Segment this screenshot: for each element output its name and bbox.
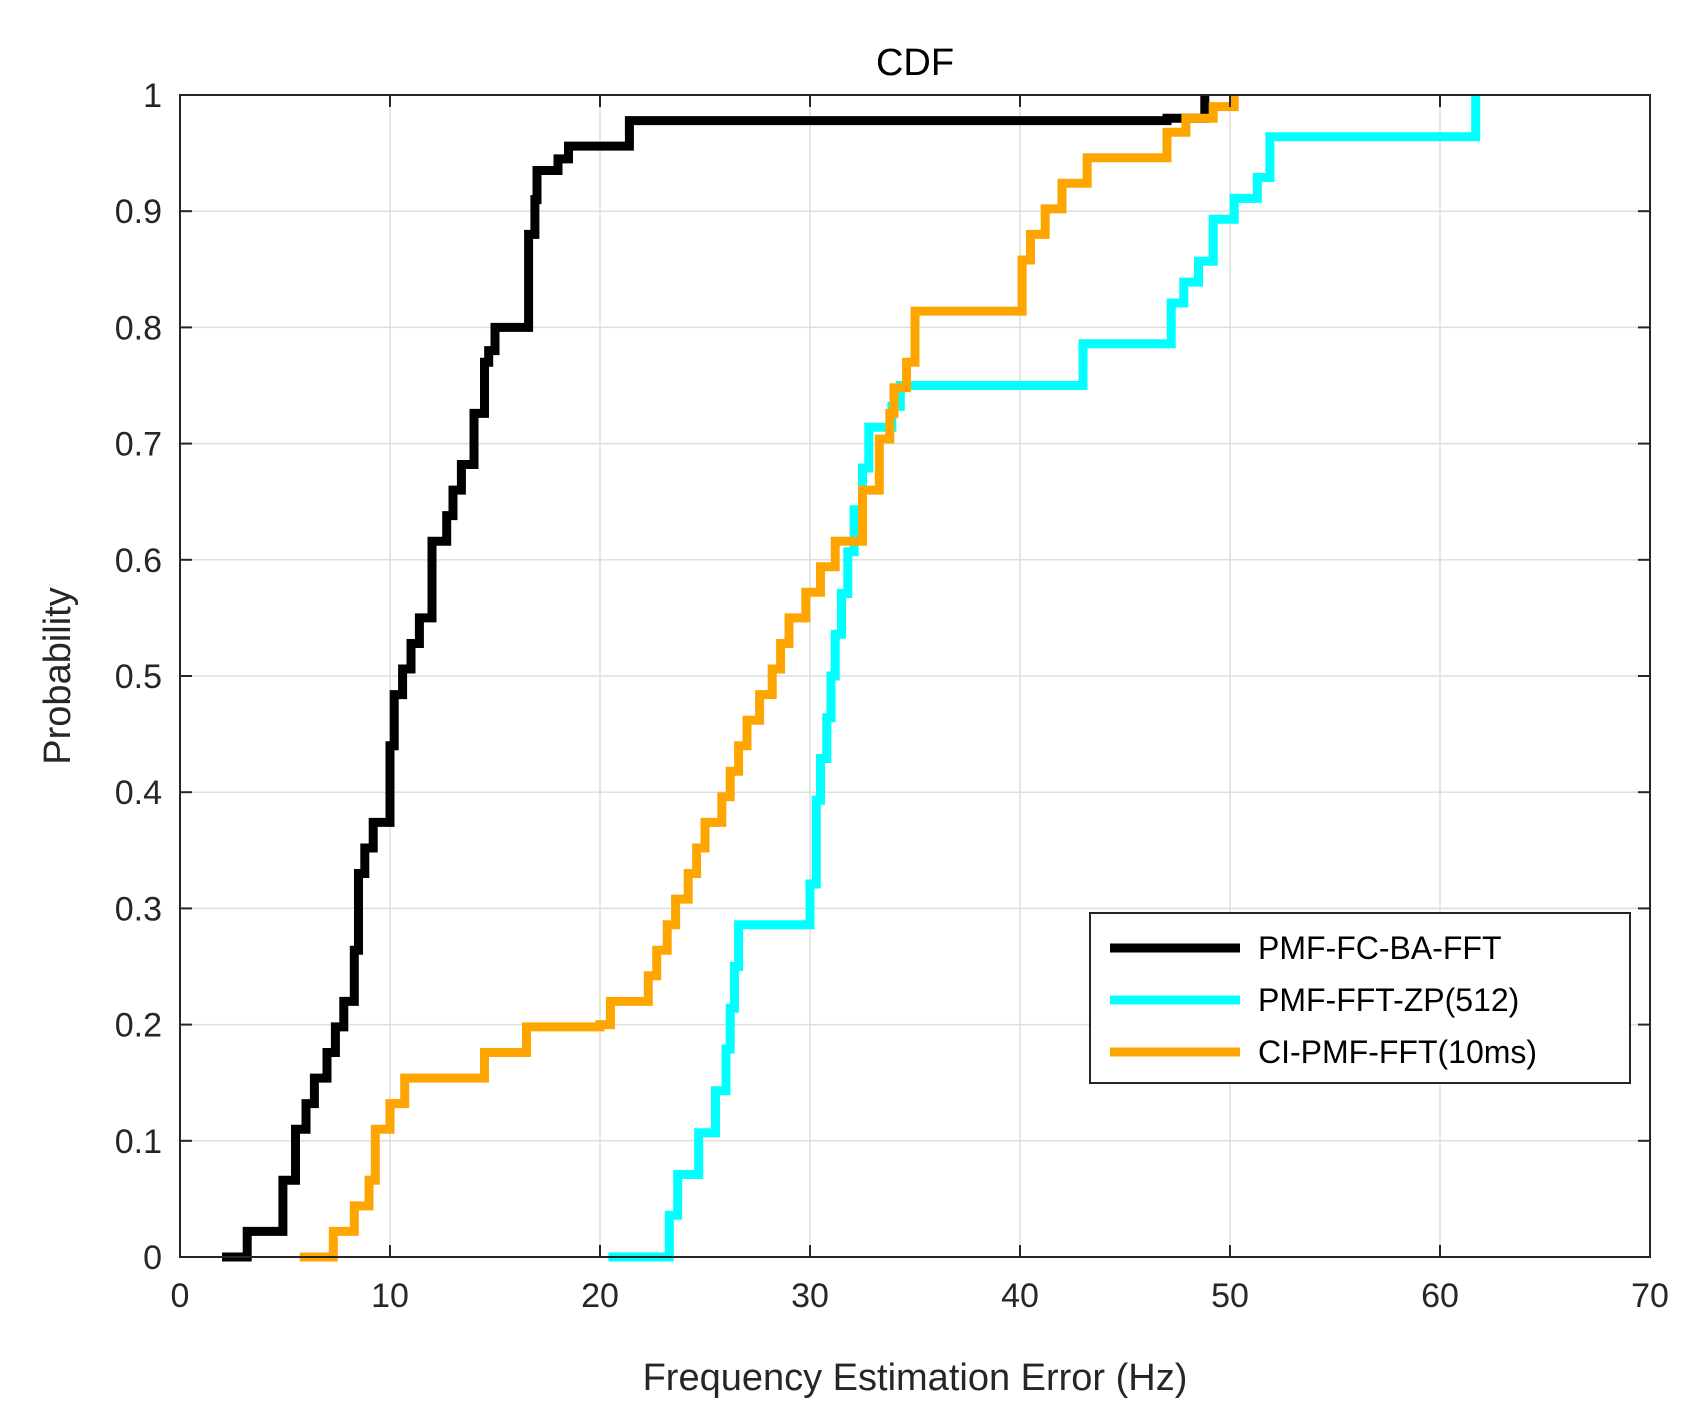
y-axis-label: Probability — [37, 587, 79, 764]
x-tick-label: 10 — [371, 1277, 409, 1315]
data-series — [222, 95, 1481, 1262]
legend-label: CI-PMF-FFT(10ms) — [1258, 1034, 1537, 1070]
y-tick-label: 0.5 — [115, 658, 162, 696]
series-line-pmf-fc-ba-fft — [222, 95, 1210, 1262]
y-tick-label: 0.8 — [115, 309, 162, 347]
legend-label: PMF-FFT-ZP(512) — [1258, 982, 1519, 1018]
y-tick-label: 0 — [143, 1239, 162, 1277]
legend: PMF-FC-BA-FFT PMF-FFT-ZP(512) CI-PMF-FFT(1… — [1089, 912, 1631, 1084]
x-tick-label: 50 — [1211, 1277, 1249, 1315]
axis-ticks: 0 10 20 30 40 50 60 70 0 0.1 0.2 0.3 0.4 0.5 0.6 0.7 0.8… — [115, 77, 1669, 1315]
x-tick-label: 70 — [1631, 1277, 1669, 1315]
y-tick-label: 0.1 — [115, 1123, 162, 1161]
y-tick-label: 0.3 — [115, 890, 162, 928]
y-tick-label: 0.6 — [115, 542, 162, 580]
y-tick-label: 0.9 — [115, 193, 162, 231]
x-tick-label: 60 — [1421, 1277, 1459, 1315]
x-tick-label: 0 — [171, 1277, 190, 1315]
x-tick-label: 30 — [791, 1277, 829, 1315]
chart-title: CDF — [876, 42, 954, 84]
legend-label: PMF-FC-BA-FFT — [1258, 930, 1502, 966]
y-tick-label: 0.7 — [115, 426, 162, 464]
x-tick-label: 20 — [581, 1277, 619, 1315]
series-line-ci-pmf-fft-10ms — [299, 95, 1239, 1262]
x-axis-label: Frequency Estimation Error (Hz) — [643, 1357, 1188, 1399]
x-tick-label: 40 — [1001, 1277, 1039, 1315]
y-tick-label: 1 — [143, 77, 162, 115]
y-tick-label: 0.4 — [115, 774, 162, 812]
series-line-pmf-fft-zp-512 — [608, 95, 1481, 1262]
y-tick-label: 0.2 — [115, 1007, 162, 1045]
